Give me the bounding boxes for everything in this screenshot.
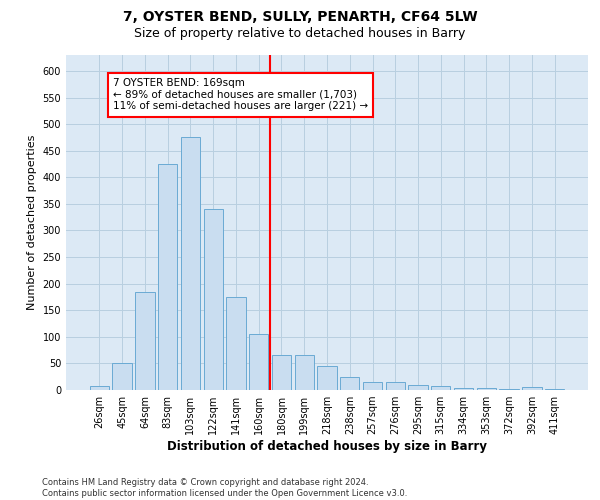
Text: 7, OYSTER BEND, SULLY, PENARTH, CF64 5LW: 7, OYSTER BEND, SULLY, PENARTH, CF64 5LW (122, 10, 478, 24)
Bar (272, 356, 291, 390)
Bar (522, 388, 542, 390)
Bar (90, 386, 109, 390)
Bar (249, 334, 268, 390)
Bar (317, 366, 337, 390)
Bar (409, 384, 428, 390)
Bar (158, 164, 178, 390)
Bar (226, 297, 245, 390)
Bar (112, 364, 132, 390)
Bar (363, 382, 382, 390)
Y-axis label: Number of detached properties: Number of detached properties (27, 135, 37, 310)
Bar (499, 389, 519, 390)
Text: Contains HM Land Registry data © Crown copyright and database right 2024.
Contai: Contains HM Land Registry data © Crown c… (42, 478, 407, 498)
Bar (135, 292, 155, 390)
Bar (181, 138, 200, 390)
Text: 7 OYSTER BEND: 169sqm
← 89% of detached houses are smaller (1,703)
11% of semi-d: 7 OYSTER BEND: 169sqm ← 89% of detached … (113, 78, 368, 112)
Bar (295, 356, 314, 390)
X-axis label: Distribution of detached houses by size in Barry: Distribution of detached houses by size … (167, 440, 487, 453)
Text: Size of property relative to detached houses in Barry: Size of property relative to detached ho… (134, 28, 466, 40)
Bar (545, 389, 564, 390)
Bar (386, 382, 405, 390)
Bar (476, 388, 496, 390)
Bar (454, 388, 473, 390)
Bar (431, 386, 451, 390)
Bar (340, 376, 359, 390)
Bar (203, 209, 223, 390)
